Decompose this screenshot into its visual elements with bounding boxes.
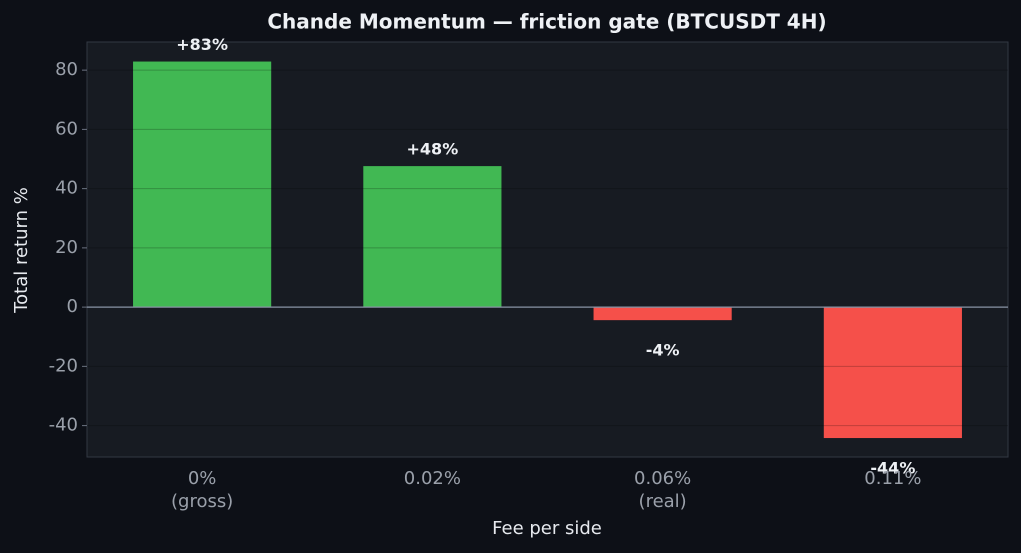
y-tick-label: -20 bbox=[49, 355, 78, 376]
x-tick-label: 0.06% (real) bbox=[634, 468, 692, 512]
y-tick-label: 20 bbox=[55, 237, 78, 258]
y-axis-label: Total return % bbox=[11, 187, 32, 314]
value-label: -4% bbox=[646, 341, 680, 360]
chart-title: Chande Momentum — friction gate (BTCUSDT… bbox=[267, 10, 826, 34]
y-tick-label: -40 bbox=[49, 415, 78, 436]
value-label: +48% bbox=[407, 140, 459, 159]
y-tick-label: 0 bbox=[67, 296, 78, 317]
value-label: +83% bbox=[176, 35, 228, 54]
bar bbox=[593, 307, 732, 321]
y-tick-label: 40 bbox=[55, 178, 78, 199]
x-tick-label: 0.02% bbox=[403, 468, 461, 489]
x-tick-label: 0.11% bbox=[864, 468, 922, 489]
bar bbox=[823, 307, 962, 439]
y-tick-label: 80 bbox=[55, 59, 78, 80]
bar bbox=[133, 61, 272, 308]
bar bbox=[363, 166, 502, 308]
value-label: -44% bbox=[870, 459, 915, 478]
x-axis-label: Fee per side bbox=[492, 518, 602, 539]
y-tick-label: 60 bbox=[55, 118, 78, 139]
x-tick-label: 0% (gross) bbox=[171, 468, 234, 512]
